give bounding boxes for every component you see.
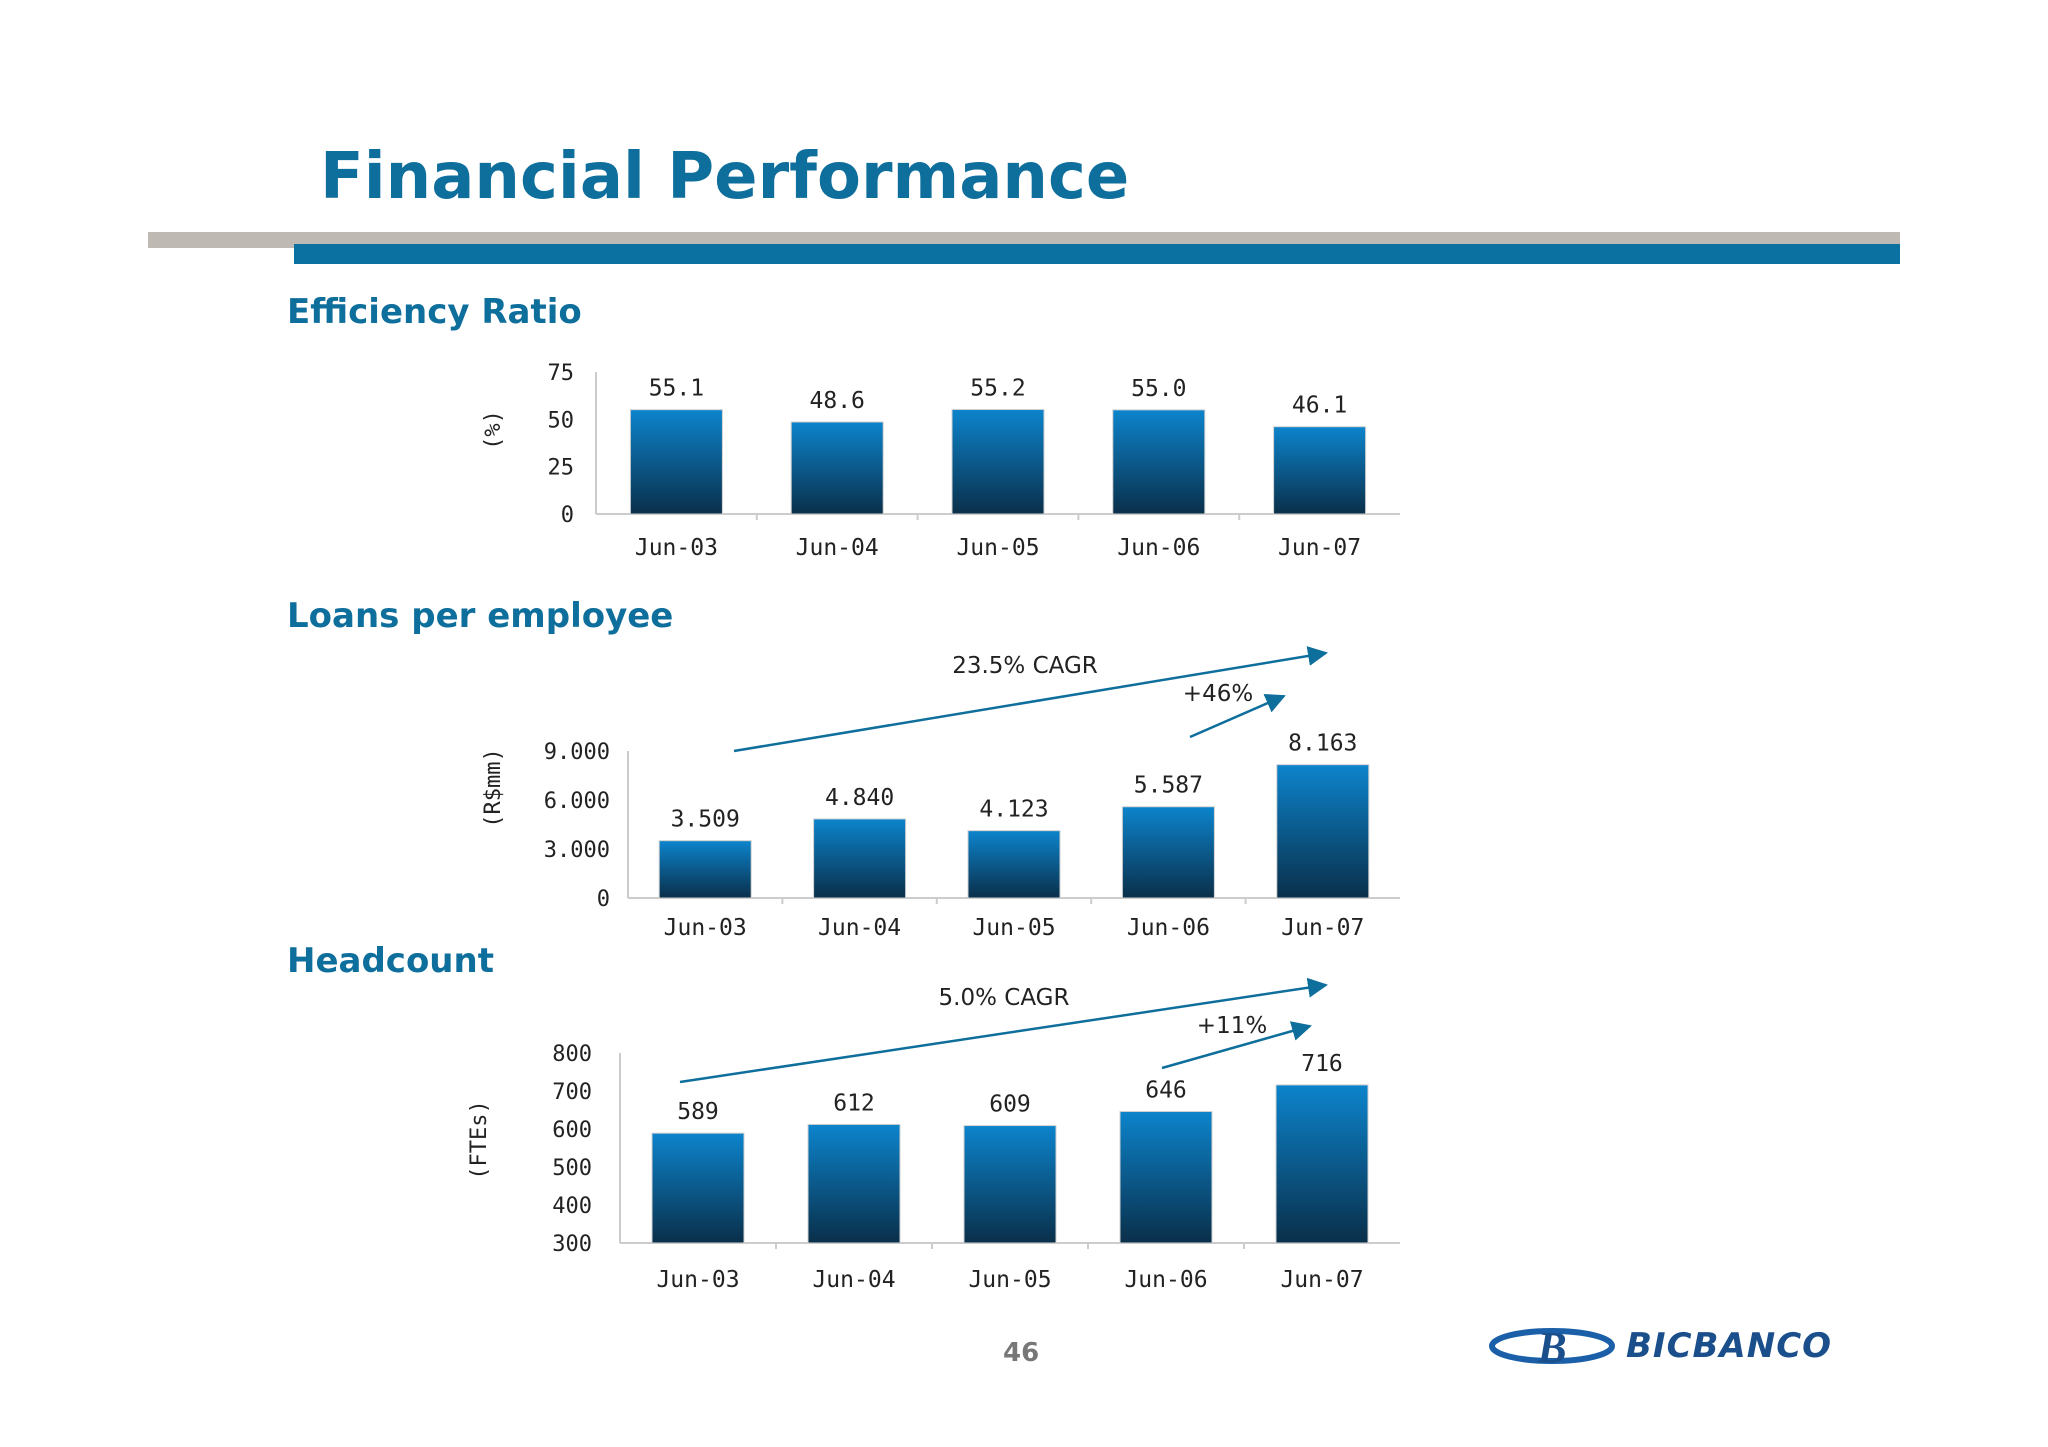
y-tick-label: 75	[548, 361, 575, 386]
bar-jun-06	[1121, 806, 1215, 899]
x-tick-label: Jun-05	[968, 1267, 1051, 1293]
x-tick-label: Jun-04	[812, 1267, 895, 1293]
x-tick-label: Jun-07	[1280, 1267, 1363, 1293]
bicbanco-logo-icon: B	[1489, 1323, 1615, 1372]
data-label: 5.587	[1134, 773, 1203, 799]
y-tick-label: 800	[552, 1042, 592, 1067]
data-label: 4.840	[825, 785, 894, 811]
x-tick-label: Jun-07	[1281, 915, 1364, 941]
data-label: 55.2	[970, 375, 1025, 401]
bar-jun-03	[651, 1132, 745, 1244]
data-label: 646	[1145, 1078, 1187, 1104]
x-tick-label: Jun-05	[972, 915, 1055, 941]
growth-annotation: 5.0% CAGR	[939, 985, 1070, 1011]
y-tick-label: 50	[548, 408, 575, 433]
data-label: 3.509	[671, 807, 740, 833]
section-title-headcount: Headcount	[287, 941, 494, 981]
x-tick-label: Jun-06	[1124, 1267, 1207, 1293]
y-tick-label: 6.000	[544, 789, 610, 814]
bar-jun-04	[813, 818, 907, 899]
y-axis-label: (%)	[481, 410, 506, 450]
bar-jun-03	[658, 840, 752, 899]
bar-jun-03	[629, 409, 723, 515]
page-number: 46	[1003, 1338, 1040, 1368]
x-tick-label: Jun-03	[635, 535, 718, 561]
bicbanco-logo: B BICBANCO	[1488, 1322, 1868, 1372]
data-label: 48.6	[810, 388, 865, 414]
y-tick-label: 700	[552, 1080, 592, 1105]
bar-jun-05	[963, 1125, 1057, 1244]
section-title-loans: Loans per employee	[287, 596, 674, 636]
y-tick-label: 400	[552, 1194, 592, 1219]
y-axis-label: (R$mm)	[481, 748, 506, 827]
y-tick-label: 600	[552, 1118, 592, 1143]
bar-jun-07	[1273, 426, 1367, 515]
bar-jun-04	[807, 1123, 901, 1244]
bar-jun-05	[951, 408, 1045, 515]
x-tick-label: Jun-05	[956, 535, 1039, 561]
y-tick-label: 25	[548, 456, 575, 481]
y-tick-label: 0	[597, 887, 610, 912]
y-tick-label: 9.000	[544, 740, 610, 765]
data-label: 8.163	[1288, 731, 1357, 757]
y-tick-label: 3.000	[544, 838, 610, 863]
bar-jun-04	[790, 421, 884, 515]
bar-jun-06	[1112, 409, 1206, 515]
svg-text:B: B	[1536, 1323, 1566, 1368]
x-tick-label: Jun-04	[818, 915, 901, 941]
data-label: 609	[989, 1092, 1031, 1118]
data-label: 4.123	[979, 797, 1048, 823]
logo-wordmark: BICBANCO	[1626, 1326, 1833, 1366]
growth-annotation: +11%	[1197, 1013, 1267, 1039]
y-tick-label: 0	[561, 503, 574, 528]
section-title-efficiency: Efficiency Ratio	[287, 292, 582, 332]
x-tick-label: Jun-07	[1278, 535, 1361, 561]
bar-jun-07	[1275, 1084, 1369, 1244]
y-tick-label: 300	[552, 1232, 592, 1257]
bar-jun-06	[1119, 1111, 1213, 1244]
data-label: 55.1	[649, 376, 704, 402]
bar-jun-05	[967, 830, 1061, 899]
growth-annotation: 23.5% CAGR	[952, 653, 1098, 679]
x-tick-label: Jun-06	[1117, 535, 1200, 561]
data-label: 55.0	[1131, 376, 1186, 402]
growth-annotation: +46%	[1183, 681, 1253, 707]
data-label: 716	[1301, 1051, 1343, 1077]
growth-arrow	[679, 977, 1328, 1084]
growth-arrow	[1161, 1021, 1312, 1070]
y-tick-label: 500	[552, 1156, 592, 1181]
header-rule-blue	[294, 244, 1900, 264]
page-title: Financial Performance	[320, 140, 1130, 214]
x-tick-label: Jun-03	[656, 1267, 739, 1293]
data-label: 46.1	[1292, 393, 1347, 419]
x-tick-label: Jun-03	[664, 915, 747, 941]
data-label: 589	[677, 1099, 719, 1125]
data-label: 612	[833, 1090, 875, 1116]
x-tick-label: Jun-06	[1127, 915, 1210, 941]
growth-arrow	[1189, 694, 1286, 739]
growth-arrow	[733, 646, 1328, 753]
x-tick-label: Jun-04	[796, 535, 879, 561]
y-axis-label: (FTEs)	[467, 1100, 492, 1179]
bar-jun-07	[1276, 764, 1370, 899]
